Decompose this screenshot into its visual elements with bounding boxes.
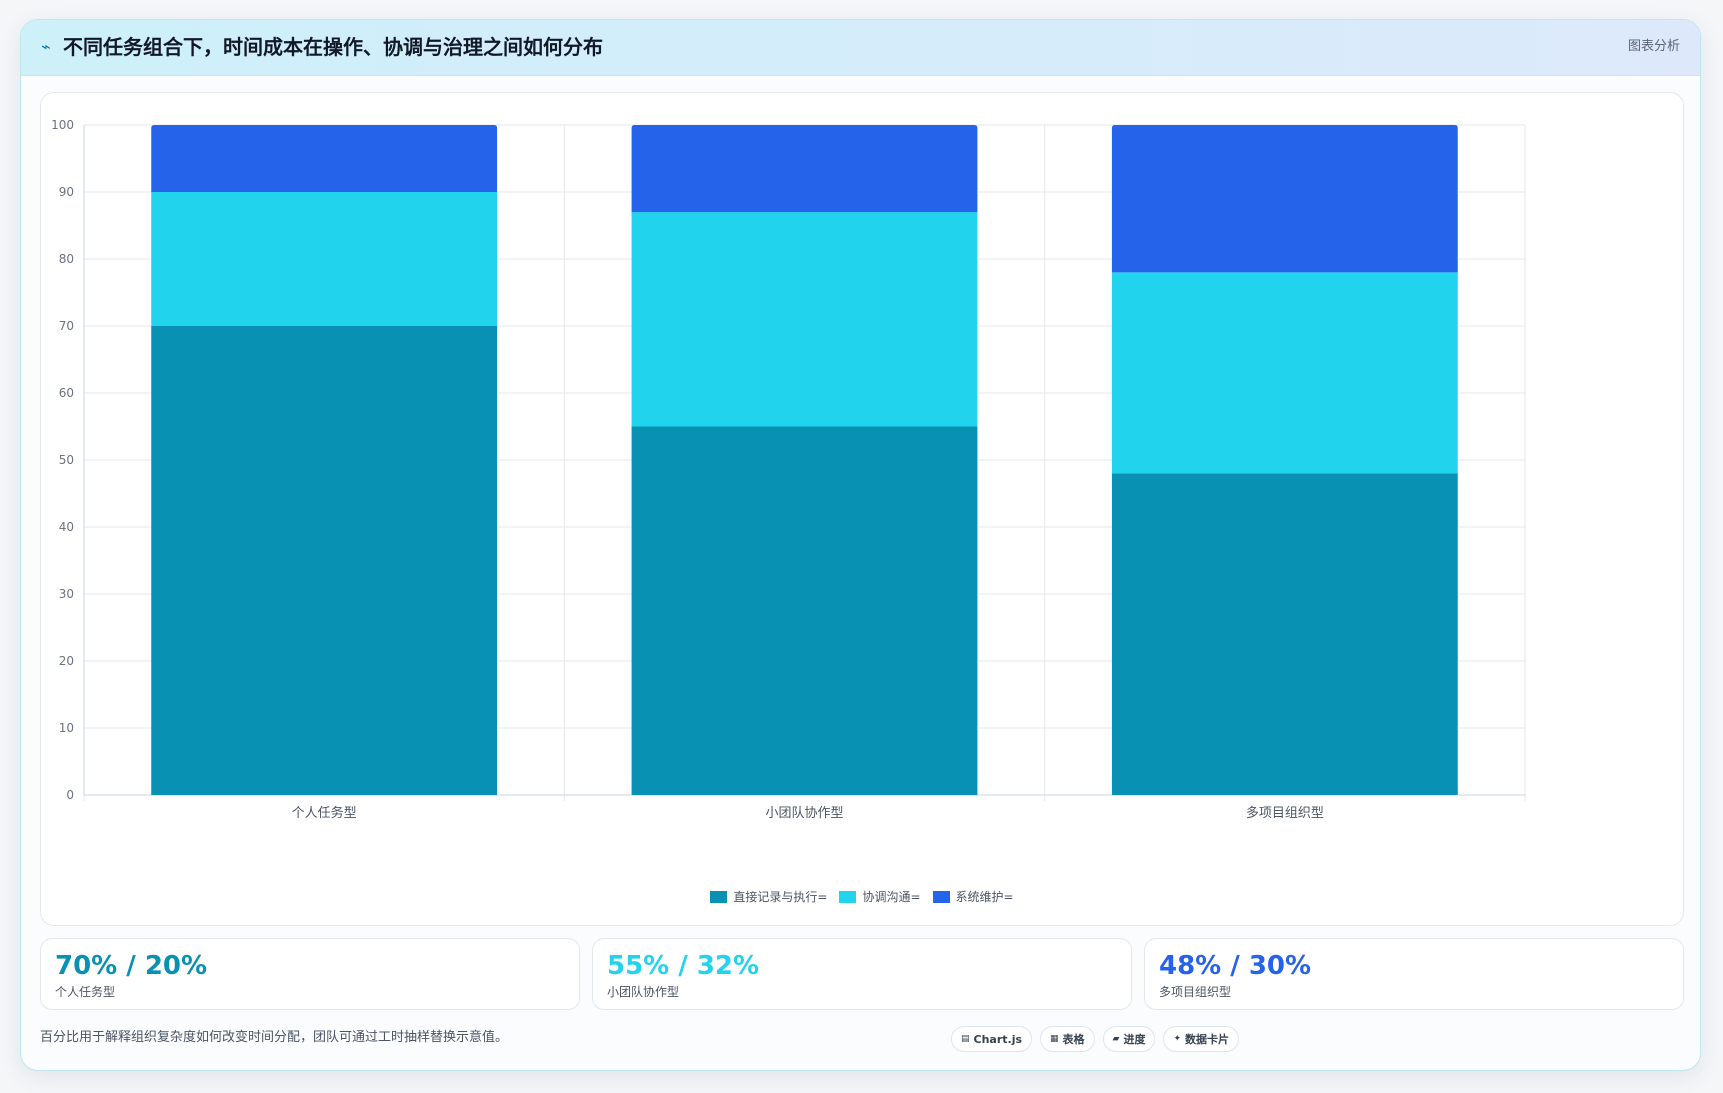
x-tick-label: 小团队协作型 <box>765 806 843 821</box>
legend-swatch <box>710 891 728 903</box>
y-tick-label: 80 <box>59 252 74 266</box>
legend-label: 系统维护= <box>955 890 1014 904</box>
chart-legend: 直接记录与执行= 协调沟通= 系统维护= <box>41 889 1683 905</box>
chip-table[interactable]: ▦ 表格 <box>1040 1026 1095 1052</box>
legend-swatch <box>932 891 950 903</box>
line-chart-icon: ⌁ <box>41 37 51 56</box>
stat-label: 小团队协作型 <box>607 985 680 999</box>
legend-item-maintenance[interactable]: 系统维护= <box>932 889 1014 905</box>
y-tick-label: 90 <box>59 185 74 199</box>
sparkle-icon: ✦ <box>1173 1034 1182 1044</box>
chip-data-card[interactable]: ✦ 数据卡片 <box>1163 1026 1240 1052</box>
y-tick-label: 40 <box>59 520 74 534</box>
chart-icon: ▤ <box>961 1034 970 1044</box>
y-tick-label: 20 <box>59 654 74 668</box>
y-tick-label: 60 <box>59 386 74 400</box>
stat-label: 多项目组织型 <box>1159 985 1232 999</box>
y-tick-label: 30 <box>59 587 74 601</box>
chip-label: 进度 <box>1123 1033 1146 1046</box>
y-tick-label: 70 <box>59 319 74 333</box>
chip-chartjs[interactable]: ▤ Chart.js <box>951 1026 1033 1052</box>
chip-label: 数据卡片 <box>1185 1033 1230 1046</box>
progress-icon: ▰ <box>1112 1034 1120 1044</box>
bar-segment <box>631 426 978 795</box>
stat-card-individual: 70% / 20% 个人任务型 <box>40 938 580 1010</box>
chip-label: 表格 <box>1062 1033 1085 1046</box>
chart-panel: ⌁ 不同任务组合下，时间成本在操作、协调与治理之间如何分布 图表分析 0 10 20… <box>20 19 1701 1071</box>
legend-label: 直接记录与执行= <box>733 890 828 904</box>
chip-progress[interactable]: ▰ 进度 <box>1102 1026 1156 1052</box>
bar-segment <box>151 326 498 795</box>
stacked-bar-chart: 0 10 20 30 40 50 60 70 80 90 100 个人任务型 小团队协作型 多项目组织型 <box>51 118 1526 821</box>
bar-segment <box>1111 473 1458 795</box>
bar-segment <box>1111 272 1458 474</box>
bar-segment <box>631 212 978 427</box>
chart-card: 0 10 20 30 40 50 60 70 80 90 100 个人任务型 小团队协作型 多项目组织型 … <box>40 92 1684 926</box>
legend-label: 协调沟通= <box>862 890 921 904</box>
y-tick-label: 50 <box>59 453 74 467</box>
bar-segment <box>631 125 978 213</box>
chip-label: Chart.js <box>973 1032 1023 1046</box>
bar-segment <box>151 192 498 326</box>
legend-item-communication[interactable]: 协调沟通= <box>839 889 921 905</box>
chip-row: ▤ Chart.js ▦ 表格 ▰ 进度 ✦ 数据卡片 <box>951 1026 1240 1052</box>
stat-card-multi-project: 48% / 30% 多项目组织型 <box>1144 938 1684 1010</box>
bar-segment <box>151 125 498 192</box>
y-tick-label: 0 <box>66 788 74 802</box>
stat-value: 70% / 20% <box>55 951 208 981</box>
stat-card-small-team: 55% / 32% 小团队协作型 <box>592 938 1132 1010</box>
chart-analysis-tag: 图表分析 <box>1627 39 1680 54</box>
x-tick-label: 多项目组织型 <box>1246 805 1324 821</box>
table-icon: ▦ <box>1050 1034 1059 1044</box>
bar-segment <box>1111 125 1458 273</box>
legend-swatch <box>839 891 857 903</box>
panel-header: ⌁ 不同任务组合下，时间成本在操作、协调与治理之间如何分布 图表分析 <box>21 20 1700 76</box>
stat-label: 个人任务型 <box>55 985 116 999</box>
y-tick-label: 100 <box>51 118 74 132</box>
footnote: 百分比用于解释组织复杂度如何改变时间分配，团队可通过工时抽样替换示意值。 <box>40 1030 509 1045</box>
y-tick-label: 10 <box>59 721 74 735</box>
legend-item-execution[interactable]: 直接记录与执行= <box>710 889 827 905</box>
stat-value: 48% / 30% <box>1159 951 1312 981</box>
page-title: 不同任务组合下，时间成本在操作、协调与治理之间如何分布 <box>63 35 603 59</box>
stat-value: 55% / 32% <box>607 951 760 981</box>
x-tick-label: 个人任务型 <box>292 805 357 821</box>
